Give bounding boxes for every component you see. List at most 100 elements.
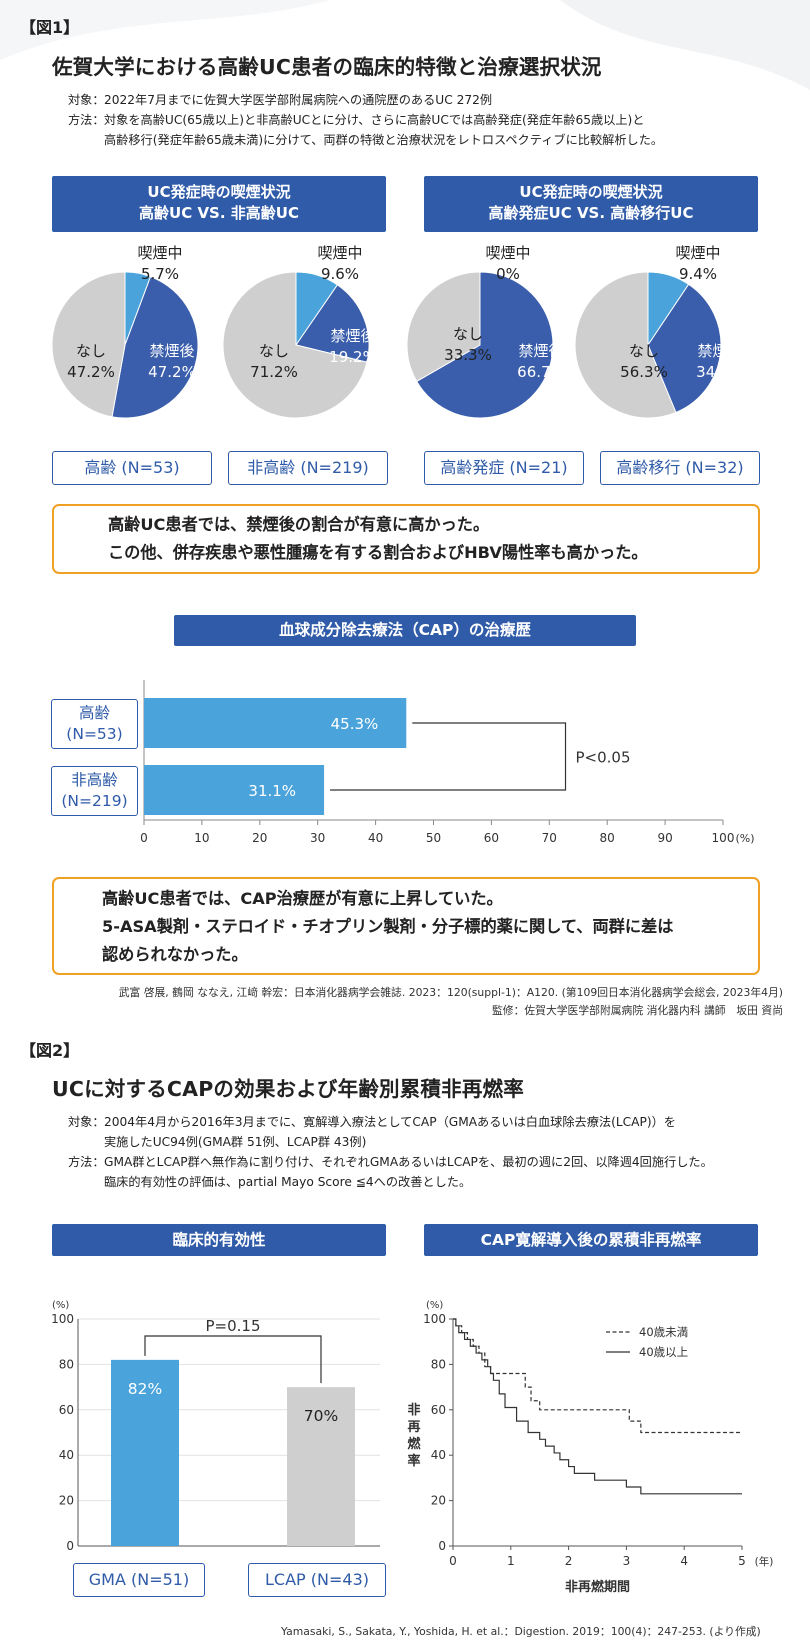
cap-p-value: P<0.05 <box>576 749 631 767</box>
pie0-quit-name: 禁煙後 <box>149 342 195 360</box>
pie1-group-box: 非高齢 (N=219) <box>228 451 388 485</box>
note2-line2: 5-ASA製剤・ステロイド・チオプリン製剤・分子標的薬に関して、両群に差は <box>102 917 674 936</box>
pie3-smoking-pct: 9.4% <box>678 265 718 283</box>
cap-group-nonelderly-line1: 非高齢 <box>71 771 118 789</box>
vbar-y-tick-label: 100 <box>51 1312 74 1326</box>
km-x-tick-label: 5 <box>738 1554 746 1568</box>
cap-x-tick-label: 40 <box>368 831 383 845</box>
pie-charts <box>51 271 722 419</box>
cap-group-label-elderly: 高齢 (N=53) <box>51 699 138 749</box>
pie1-slice-1 <box>295 284 370 363</box>
fig1-reference: 武富 啓展, 鶴岡 ななえ, 江﨑 幹宏：日本消化器病学会雑誌. 2023：12… <box>118 986 783 999</box>
cap-x-tick-label: 0 <box>140 831 148 845</box>
fig1-description: 対象：2022年7月までに佐賀大学医学部附属病院への通院歴のあるUC 272例 … <box>68 90 663 150</box>
pie2-none-pct: 33.3% <box>444 346 492 364</box>
fig1-supervision: 監修：佐賀大学医学部附属病院 消化器内科 講師 坂田 資尚 <box>491 1004 783 1017</box>
panel-title-left: UC発症時の喫煙状況 高齢UC VS. 非高齢UC <box>52 176 386 232</box>
cap-x-tick-label: 50 <box>426 831 441 845</box>
fig2-method-label: 方法： <box>68 1155 105 1169</box>
vbar-p-value: P=0.15 <box>205 1317 260 1335</box>
pie0-slice-2 <box>51 271 126 418</box>
cap-bar-label-0: 45.3% <box>331 715 379 733</box>
efficacy-bar-chart: (%) 0 20 40 60 80 100 82% 70% P=0.15 <box>51 1300 380 1553</box>
km-y-tick-label: 100 <box>423 1312 446 1326</box>
km-x-tick-label: 3 <box>623 1554 631 1568</box>
note2-line1: 高齢UC患者では、CAP治療歴が有意に上昇していた。 <box>102 889 503 908</box>
km-y-tick-label: 40 <box>431 1448 446 1462</box>
pie2-quit-name: 禁煙後 <box>518 342 564 360</box>
fig1-subject-label: 対象： <box>68 93 105 107</box>
note1-line2: この他、併存疾患や悪性腫瘍を有する割合およびHBV陽性率も高かった。 <box>108 543 648 562</box>
pie1-slice-2 <box>222 271 368 419</box>
fig2-subject-line1: 2004年4月から2016年3月までに、寛解導入療法としてCAP（GMAあるいは… <box>104 1115 676 1129</box>
cap-x-tick-label: 80 <box>600 831 615 845</box>
cap-x-tick-label: 20 <box>252 831 267 845</box>
fig2-subject-label: 対象： <box>68 1115 105 1129</box>
pie2-group-box: 高齢発症 (N=21) <box>424 451 584 485</box>
fig2-method-line2: 臨床的有効性の評価は、partial Mayo Score ≦4への改善とした。 <box>104 1175 472 1189</box>
panel-title-left-line1: UC発症時の喫煙状況 <box>147 183 291 201</box>
cap-group-nonelderly-line2: (N=219) <box>61 792 128 810</box>
pie3-group-box: 高齢移行 (N=32) <box>600 451 760 485</box>
pie0-none-name: なし <box>75 342 106 360</box>
cap-title: 血球成分除去療法（CAP）の治療歴 <box>174 615 636 646</box>
km-series-line-1 <box>453 1318 742 1495</box>
note-box-2: 高齢UC患者では、CAP治療歴が有意に上昇していた。 5-ASA製剤・ステロイド… <box>52 877 760 975</box>
vbar-y-tick-label: 80 <box>59 1357 74 1371</box>
km-x-tick-label: 1 <box>507 1554 515 1568</box>
km-x-label: 非再燃期間 <box>565 1579 630 1595</box>
vbar-bar-0 <box>111 1359 179 1546</box>
lcap-group-box: LCAP (N=43) <box>248 1563 386 1597</box>
panel-title-left-line2: 高齢UC VS. 非高齢UC <box>139 204 299 222</box>
pie3-quit-pct: 34.4% <box>696 363 744 381</box>
panel-title-right: UC発症時の喫煙状況 高齢発症UC VS. 高齢移行UC <box>424 176 758 232</box>
note1-line1: 高齢UC患者では、禁煙後の割合が有意に高かった。 <box>108 515 490 534</box>
fig2-panel-title-right: CAP寛解導入後の累積非再燃率 <box>424 1224 758 1256</box>
pie2-quit-pct: 66.7% <box>517 363 565 381</box>
km-x-tick-label: 0 <box>449 1554 457 1568</box>
pie3-none-label: なし 56.3% <box>609 341 679 383</box>
pie3-smoking-name: 喫煙中 <box>675 244 721 262</box>
fig1-method-label: 方法： <box>68 113 105 127</box>
km-chart: (%) 0 20 40 60 80 100 0 1 2 3 4 5 (年) 非再燃期間 非再燃率 40歳未満 40… <box>407 1300 773 1595</box>
pie0-quit-label: 禁煙後 47.2% <box>137 341 207 383</box>
pie1-quit-pct: 19.2% <box>329 348 377 366</box>
vbar-y-tick-label: 60 <box>59 1403 74 1417</box>
km-y-tick-label: 0 <box>438 1539 446 1553</box>
fig1-method-line2: 高齢移行(発症年齢65歳未満)に分けて、両群の特徴と治療状況をレトロスペクティブ… <box>104 133 664 147</box>
fig2-panel-title-left: 臨床的有効性 <box>52 1224 386 1256</box>
vbar-bar-label-1: 70% <box>304 1407 338 1425</box>
cap-bar-label-1: 31.1% <box>248 782 296 800</box>
fig2-reference: Yamasaki, S., Sakata, Y., Yoshida, H. et… <box>281 1625 761 1638</box>
pie3-none-pct: 56.3% <box>620 363 668 381</box>
fig1-subject-text: 2022年7月までに佐賀大学医学部附属病院への通院歴のあるUC 272例 <box>104 93 493 107</box>
cap-x-tick-label: 30 <box>310 831 325 845</box>
note-box-1: 高齢UC患者では、禁煙後の割合が有意に高かった。 この他、併存疾患や悪性腫瘍を有… <box>52 504 760 574</box>
pie0-quit-pct: 47.2% <box>148 363 196 381</box>
pie0-smoking-pct: 5.7% <box>140 265 180 283</box>
pie1-smoking-label: 喫煙中 9.6% <box>300 243 380 285</box>
km-y-tick-label: 60 <box>431 1403 446 1417</box>
pie2-quit-label: 禁煙後 66.7% <box>506 341 576 383</box>
pie2-smoking-label: 喫煙中 0% <box>468 243 548 285</box>
pie3-none-name: なし <box>628 342 659 360</box>
fig1-tag: 【図1】 <box>20 18 80 37</box>
cap-group-label-nonelderly: 非高齢 (N=219) <box>51 766 138 816</box>
fig2-tag: 【図2】 <box>20 1041 80 1060</box>
vbar-bar-label-0: 82% <box>128 1380 162 1398</box>
pie1-quit-name: 禁煙後 <box>330 327 376 345</box>
pie2-none-name: なし <box>452 325 483 343</box>
cap-x-tick-label: 70 <box>542 831 557 845</box>
fig2-subject-line2: 実施したUC94例(GMA群 51例、LCAP群 43例) <box>104 1135 367 1149</box>
km-legend-label-0: 40歳未満 <box>639 1325 688 1339</box>
cap-x-tick-label: 10 <box>194 831 209 845</box>
pie1-none-name: なし <box>258 342 289 360</box>
cap-x-tick-label: 90 <box>657 831 672 845</box>
vbar-y-tick-label: 0 <box>66 1539 74 1553</box>
pie3-slice-1 <box>647 283 722 414</box>
fig2-method-line1: GMA群とLCAP群へ無作為に割り付け、それぞれGMAあるいはLCAPを、最初の… <box>104 1155 713 1169</box>
cap-bar-chart: 0 10 20 30 40 50 60 70 80 90 100 (%) 45.3% 31.1% P<0.0… <box>140 680 755 845</box>
cap-group-elderly-line1: 高齢 <box>78 704 110 722</box>
panel-title-right-line2: 高齢発症UC VS. 高齢移行UC <box>488 204 694 222</box>
km-series-line-0 <box>453 1318 742 1434</box>
